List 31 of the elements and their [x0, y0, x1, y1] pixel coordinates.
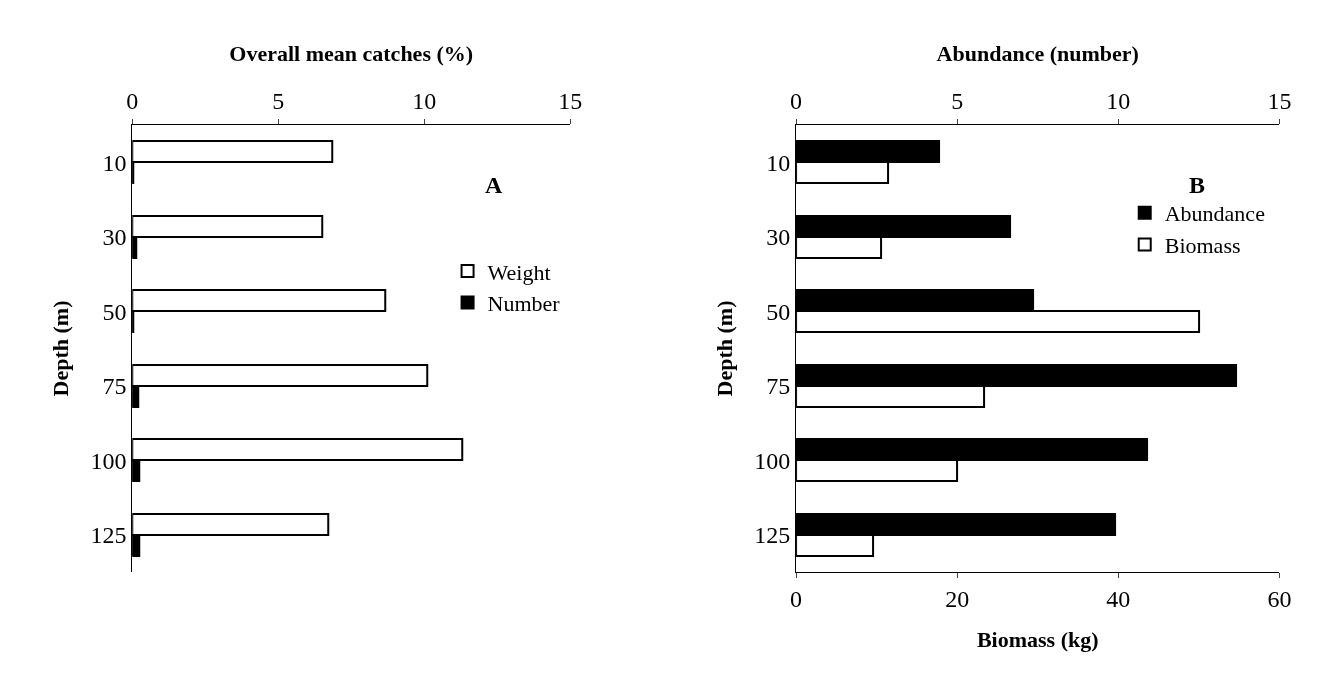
y-tick-label: 125: [90, 522, 127, 549]
x-axis-title: Biomass (kg): [976, 626, 1099, 652]
legend-label: Biomass: [1164, 233, 1241, 259]
x-tick-label: 0: [126, 88, 139, 115]
y-tick-label: 100: [754, 447, 791, 474]
y-tick-label: 30: [766, 224, 791, 251]
x-tick-label: 5: [272, 88, 285, 115]
y-tick-label: 50: [766, 298, 791, 325]
y-axis-title: Depth (m): [48, 300, 74, 397]
x-tick-label: 10: [412, 88, 437, 115]
annotation: A: [485, 172, 503, 198]
legend-label: Number: [487, 291, 561, 317]
x-tick-label: 20: [945, 585, 970, 612]
legend-label: Abundance: [1164, 201, 1265, 227]
y-axis-title: Depth (m): [712, 300, 738, 397]
x-axis-title: Overall mean catches (%): [229, 41, 474, 67]
x-tick-label: 60: [1267, 585, 1292, 612]
y-tick-label: 10: [766, 149, 791, 176]
y-tick-label: 75: [102, 373, 127, 400]
x-tick-label: 15: [558, 88, 583, 115]
x-tick-label: 0: [790, 585, 803, 612]
legend-label: Weight: [487, 259, 551, 285]
y-tick-label: 75: [766, 373, 791, 400]
y-tick-label: 100: [90, 447, 127, 474]
y-tick-label: 10: [102, 149, 127, 176]
y-tick-label: 30: [102, 224, 127, 251]
x2-axis-title: Abundance (number): [936, 41, 1139, 67]
annotation: B: [1189, 172, 1206, 198]
x-tick-label: 40: [1106, 585, 1131, 612]
y-tick-label: 125: [754, 522, 791, 549]
y-tick-label: 50: [102, 298, 127, 325]
